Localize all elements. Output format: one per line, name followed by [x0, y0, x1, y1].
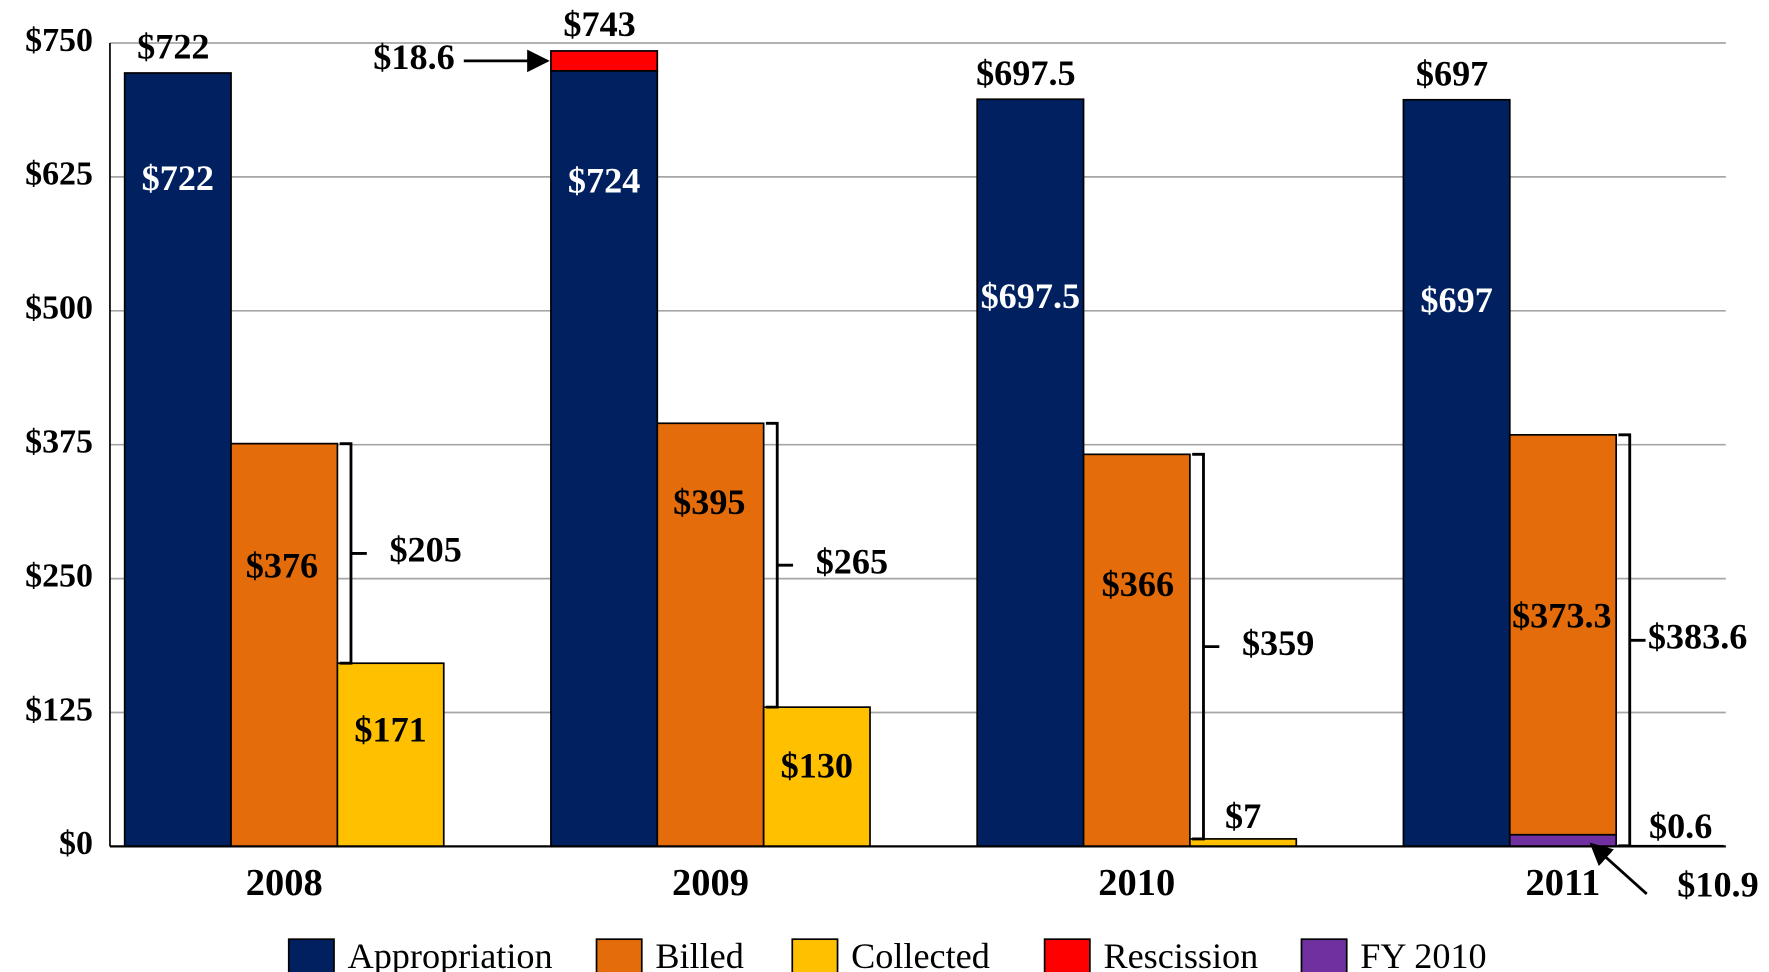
data-label: $395 [673, 482, 745, 522]
arrow [1589, 842, 1648, 895]
data-label: $366 [1102, 564, 1174, 604]
bracket-label: $383.6 [1648, 617, 1748, 657]
bar [1402, 98, 1511, 848]
bar [762, 706, 871, 848]
y-tick-label: $500 [25, 290, 93, 327]
data-label: $10.9 [1677, 865, 1758, 905]
bar [550, 70, 659, 848]
data-label: $722 [142, 158, 214, 198]
data-label: $18.6 [373, 37, 454, 77]
bracket-label: $265 [816, 542, 888, 582]
data-label: $724 [568, 160, 640, 200]
legend-label: FY 2010 [1360, 936, 1486, 972]
x-tick-label: 2009 [672, 862, 749, 904]
legend-label: Billed [655, 936, 743, 972]
legend-swatch [287, 938, 335, 972]
bracket [1618, 433, 1646, 848]
bar [1082, 453, 1191, 848]
legend-swatch [791, 938, 839, 972]
data-label: $0.6 [1649, 806, 1712, 846]
bar [1508, 433, 1618, 836]
legend-swatch [595, 938, 643, 972]
legend-label: Appropriation [348, 936, 553, 972]
data-label: $130 [781, 746, 853, 786]
bar [1508, 833, 1618, 848]
total-label: $722 [137, 27, 209, 67]
total-label: $697 [1416, 53, 1488, 93]
legend-label: Collected [851, 936, 990, 972]
y-tick-label: $750 [25, 22, 93, 59]
x-tick-label: 2010 [1098, 862, 1175, 904]
bar [976, 98, 1085, 848]
y-tick-label: $375 [25, 423, 93, 460]
x-tick-label: 2011 [1526, 862, 1601, 904]
data-label: $171 [354, 710, 426, 750]
y-tick-label: $0 [59, 825, 93, 862]
total-label: $697.5 [976, 53, 1076, 93]
legend-label: Rescission [1103, 936, 1258, 972]
y-tick-label: $625 [25, 156, 93, 193]
data-label: $7 [1225, 796, 1261, 836]
bar [230, 442, 339, 848]
bar [336, 662, 445, 848]
total-label: $743 [563, 4, 635, 44]
bar [656, 422, 765, 848]
bar [550, 50, 659, 72]
data-label: $376 [246, 546, 318, 586]
data-label: $697.5 [981, 276, 1081, 316]
x-tick-label: 2008 [246, 862, 323, 904]
bracket [339, 442, 367, 665]
bracket-label: $205 [389, 530, 461, 570]
data-label: $697 [1420, 280, 1492, 320]
data-label: $373.3 [1512, 596, 1612, 636]
legend-swatch [1300, 938, 1348, 972]
legend-swatch [1043, 938, 1091, 972]
y-tick-label: $125 [25, 691, 93, 728]
y-tick-label: $250 [25, 557, 93, 594]
bracket [1192, 452, 1220, 841]
bracket [765, 421, 794, 709]
bracket-label: $359 [1242, 623, 1314, 663]
